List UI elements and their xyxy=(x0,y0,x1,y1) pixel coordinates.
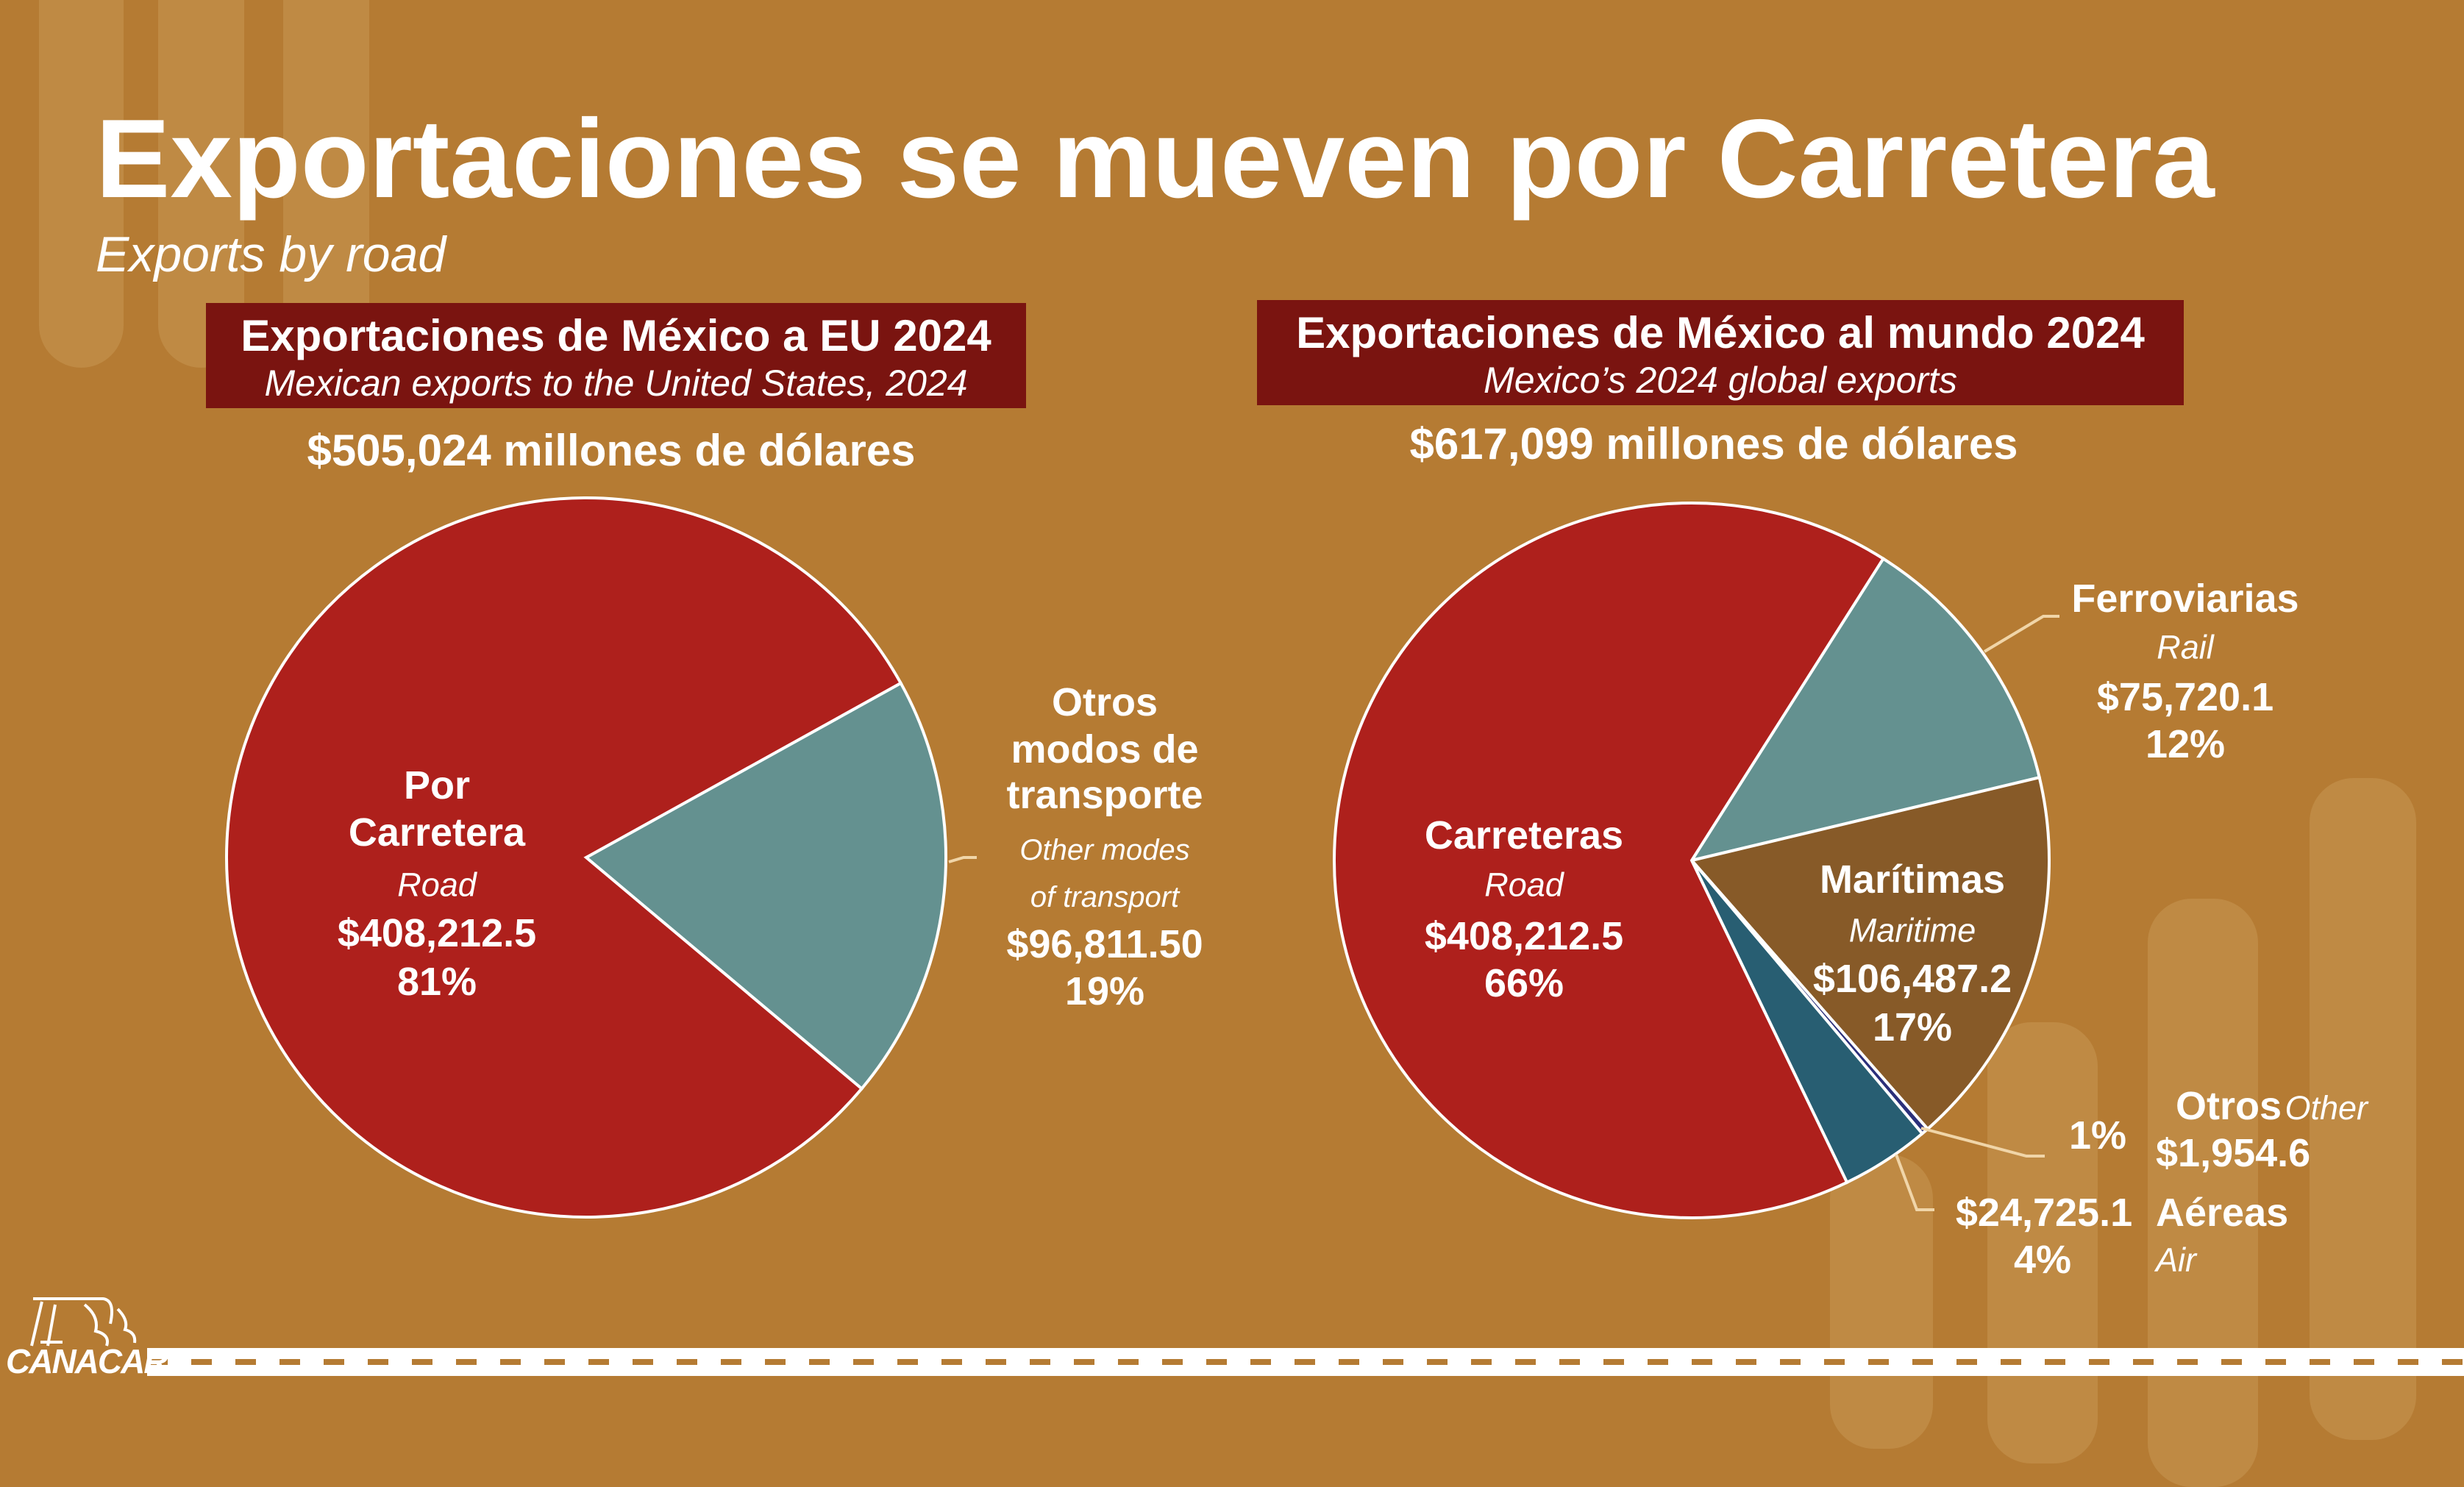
page-title: Exportaciones se mueven por Carretera xyxy=(96,96,2215,221)
leader-line-air xyxy=(1895,1154,1934,1211)
label-rail: Ferroviarias xyxy=(2071,577,2299,621)
label-rail-percent: 12% xyxy=(2145,722,2226,766)
pie-slice-road xyxy=(1333,501,1886,1219)
label-left-other-1: Otros xyxy=(1051,680,1158,724)
pie-slice-maritime xyxy=(1689,775,2051,1131)
pie-slice-road xyxy=(225,496,903,1219)
road-stripe xyxy=(147,1348,2464,1376)
pie-slice-other-modes-of-transport xyxy=(583,681,947,1091)
label-other-name: Otros xyxy=(2176,1084,2282,1128)
right-chart-header: Exportaciones de México al mundo 2024 Me… xyxy=(1257,300,2184,405)
label-road-en: Road xyxy=(1484,866,1564,904)
left-total: $505,024 millones de dólares xyxy=(307,426,916,475)
label-left-other-2: modos de xyxy=(1011,727,1199,771)
label-rail-value: $75,720.1 xyxy=(2096,675,2274,719)
canacar-logo-icon xyxy=(30,1297,137,1347)
label-other-en: Other xyxy=(2285,1089,2368,1127)
right-chart-title: Exportaciones de México al mundo 2024 xyxy=(1296,308,2145,357)
label-air-value: $24,725.1 xyxy=(1955,1191,2133,1235)
label-air: Aéreas xyxy=(2156,1191,2289,1235)
label-left-road-2: Carretera xyxy=(348,810,526,855)
left-chart-subtitle: Mexican exports to the United States, 20… xyxy=(264,363,968,404)
right-total: $617,099 millones de dólares xyxy=(1409,419,2018,468)
label-road-percent: 66% xyxy=(1484,961,1564,1005)
leader-line-left-other xyxy=(948,856,977,863)
label-air-en: Air xyxy=(2156,1241,2196,1279)
label-left-other-en2: of transport xyxy=(1030,881,1180,913)
label-left-road-1: Por xyxy=(403,763,471,807)
label-left-other-percent: 19% xyxy=(1064,969,1145,1013)
canacar-logo: CANACAR xyxy=(6,1342,168,1380)
label-other-value: $1,954.6 xyxy=(2156,1131,2311,1175)
label-maritime: Marítimas xyxy=(1819,857,2006,902)
right-chart-subtitle: Mexico’s 2024 global exports xyxy=(1484,360,1957,401)
left-chart-title: Exportaciones de México a EU 2024 xyxy=(241,311,991,360)
label-left-other-value: $96,811.50 xyxy=(1006,922,1203,966)
pie-slice-rail xyxy=(1688,556,2042,863)
label-left-other-3: transporte xyxy=(1006,773,1203,817)
label-air-percent: 4% xyxy=(2013,1238,2072,1282)
label-rail-en: Rail xyxy=(2157,628,2214,666)
label-left-road-en: Road xyxy=(397,866,477,904)
decor-stripe xyxy=(2310,778,2416,1440)
label-other-percent: 1% xyxy=(2068,1113,2127,1158)
leader-line-other xyxy=(1920,1127,2045,1158)
label-road-value: $408,212.5 xyxy=(1424,914,1624,958)
page-subtitle: Exports by road xyxy=(96,227,446,282)
decor-stripe xyxy=(39,0,124,368)
leader-line-rail xyxy=(1983,615,2059,653)
label-left-road-value: $408,212.5 xyxy=(337,911,537,955)
left-chart-header: Exportaciones de México a EU 2024 Mexica… xyxy=(206,303,1026,408)
label-left-other-en1: Other modes xyxy=(1019,834,1190,866)
label-road: Carreteras xyxy=(1424,813,1624,857)
label-maritime-percent: 17% xyxy=(1872,1005,1953,1049)
pie-charts xyxy=(225,496,2059,1219)
label-other: Otros Other xyxy=(2176,1086,2368,1126)
label-maritime-value: $106,487.2 xyxy=(1812,957,2012,1001)
label-left-road-percent: 81% xyxy=(396,960,477,1004)
label-maritime-en: Maritime xyxy=(1848,911,1976,949)
